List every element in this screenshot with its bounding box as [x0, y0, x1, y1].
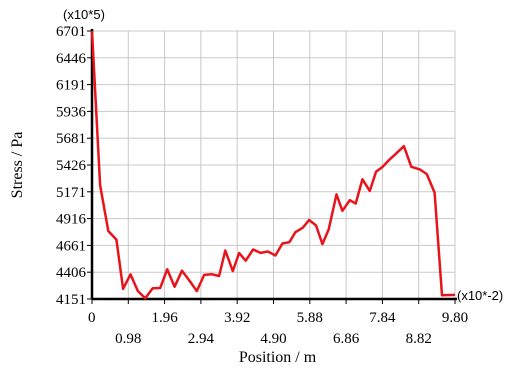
- grid: [92, 30, 456, 299]
- y-tick-label: 4661: [56, 238, 86, 254]
- y-tick-label: 4916: [56, 212, 87, 228]
- y-tick-label: 4406: [56, 265, 87, 281]
- x-tick-label: 0.98: [115, 331, 141, 347]
- y-tick-label: 5936: [56, 104, 87, 120]
- x-tick-label: 9.80: [442, 310, 468, 326]
- axes: [90, 29, 457, 301]
- x-tick-label: 0: [88, 310, 96, 326]
- y-axis-title: Stress / Pa: [9, 132, 26, 199]
- x-tick-label: 7.84: [369, 310, 396, 326]
- x-tick-label: 2.94: [188, 331, 215, 347]
- y-tick-label: 6191: [56, 78, 86, 94]
- y-axis-multiplier: (x10*5): [63, 7, 105, 22]
- x-tick-labels: 0 0.98 1.96 2.94 3.92 4.90 5.88 6.86 7.84 8.82 9.8…: [88, 299, 468, 347]
- x-tick-label: 4.90: [260, 331, 286, 347]
- y-tick-label: 5171: [56, 185, 86, 201]
- y-tick-label: 5426: [56, 158, 87, 174]
- y-tick-label: 4151: [56, 292, 86, 308]
- x-tick-label: 8.82: [406, 331, 432, 347]
- y-tick-label: 5681: [56, 131, 86, 147]
- y-tick-labels: 4151 4406 4661 4916 5171 5426 5681 5936 6191 6446…: [56, 24, 92, 308]
- x-tick-label: 6.86: [333, 331, 360, 347]
- x-tick-label: 3.92: [224, 310, 250, 326]
- x-axis-multiplier: (x10*-2): [457, 288, 503, 303]
- series-layer: [90, 30, 456, 300]
- series-line: [90, 30, 456, 300]
- y-tick-label: 6446: [56, 51, 87, 67]
- x-tick-label: 5.88: [297, 310, 323, 326]
- y-tick-label: 6701: [56, 24, 86, 40]
- x-tick-label: 1.96: [151, 310, 178, 326]
- x-axis-title: Position / m: [239, 349, 317, 366]
